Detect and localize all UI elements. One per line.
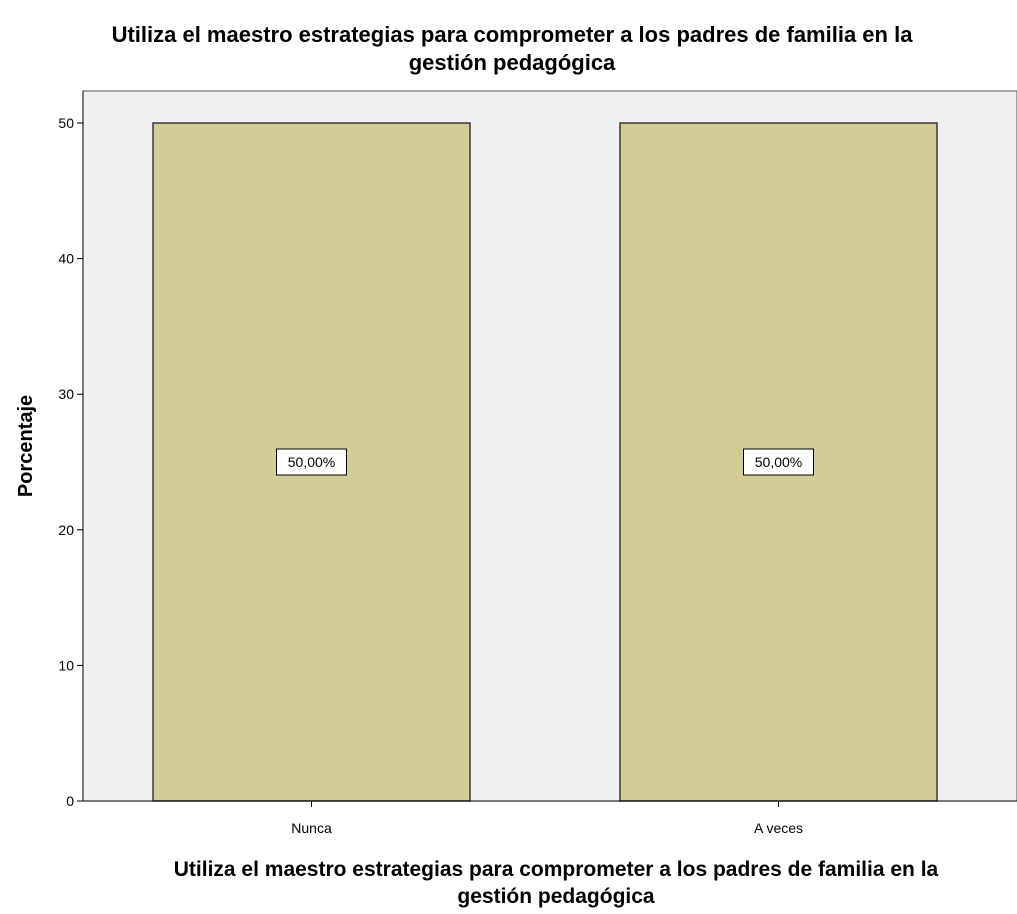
x-tick-label-0: Nunca	[291, 820, 332, 836]
y-axis-label: Porcentaje	[15, 395, 37, 497]
y-tick-label-4: 40	[58, 251, 74, 267]
y-tick-label-3: 30	[58, 386, 74, 402]
x-axis-label-line-1: Utiliza el maestro estrategias para comp…	[174, 858, 939, 881]
y-tick-label-5: 50	[58, 115, 74, 131]
y-axis: 0 10 20 30 40 50	[58, 91, 84, 809]
y-tick-label-0: 0	[66, 793, 74, 809]
data-label-box-1	[743, 448, 814, 476]
chart-title-line-1: Utiliza el maestro estrategias para comp…	[112, 22, 914, 47]
chart-title-line-2: gestión pedagógica	[409, 50, 616, 75]
data-labels: 50,00% 50,00%	[276, 448, 814, 476]
data-label-box-0	[276, 448, 347, 476]
x-axis-label-line-2: gestión pedagógica	[457, 885, 655, 908]
y-tick-label-1: 10	[58, 657, 74, 673]
data-label-0: 50,00%	[288, 454, 335, 470]
y-tick-label-2: 20	[58, 522, 74, 538]
x-axis: Nunca A veces	[83, 800, 1017, 836]
x-tick-label-1: A veces	[754, 820, 803, 836]
data-label-1: 50,00%	[755, 454, 802, 470]
